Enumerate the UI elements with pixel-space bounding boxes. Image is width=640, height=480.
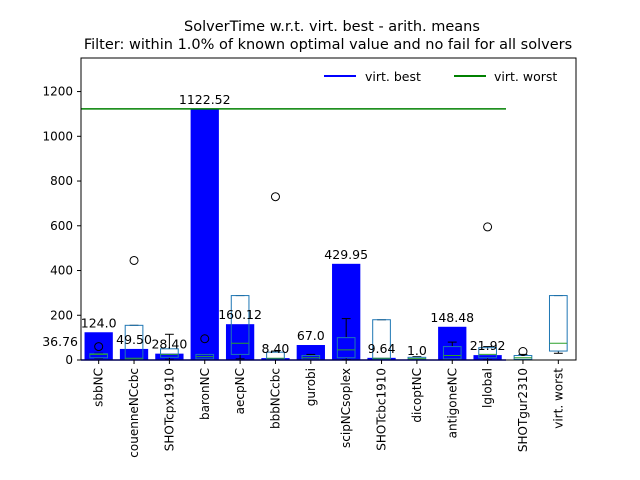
x-tick-label-scipncsoplex: scipNCsoplex — [339, 368, 353, 448]
bar-sbbnc — [84, 332, 113, 360]
plot-frame — [80, 57, 577, 361]
data-label-lglobal: 21.92 — [470, 338, 506, 353]
x-tick-label-shotcpx1910: SHOTcpx1910 — [162, 368, 176, 451]
y-tick-label-200: 200 — [50, 308, 73, 322]
x-tick-label-lglobal: lglobal — [481, 368, 495, 408]
data-label-shotcpx1910: 28.40 — [151, 337, 187, 352]
data-label-baronnc: 1122.52 — [179, 92, 231, 107]
data-label-dicoptnc: 1.0 — [407, 343, 427, 358]
data-label-scipncsoplex: 429.95 — [324, 247, 368, 262]
data-label-aecpnc: 160.12 — [218, 307, 262, 322]
x-tick-label-aecpnc: aecpNC — [233, 368, 247, 414]
y-tick-label-400: 400 — [50, 264, 73, 278]
x-tick-label-shotgur2310: SHOTgur2310 — [516, 368, 530, 452]
data-label-sbbnc: 124.0 — [81, 315, 117, 330]
x-tick-label-sbbnc: sbbNC — [92, 368, 106, 407]
data-label-shotcbc1910: 9.64 — [368, 341, 396, 356]
x-tick-label-dicoptnc: dicoptNC — [410, 368, 424, 423]
chart-subtitle: Filter: within 1.0% of known optimal val… — [84, 37, 572, 53]
bar-couennenccbc — [119, 348, 149, 360]
box-aecpnc-box — [230, 295, 250, 355]
box-scipncsoplex-box — [336, 337, 356, 359]
y-tick-label-1000: 1000 — [42, 129, 73, 143]
bar-scipncsoplex — [332, 263, 361, 360]
y-tick-label-0: 0 — [65, 353, 73, 367]
box-virt-worst-box — [548, 295, 568, 352]
legend-label-virt-worst: virt. worst — [494, 69, 557, 84]
x-tick-label-virt-worst: virt. worst — [551, 368, 565, 429]
box-lglobal-outlier-0 — [483, 222, 493, 232]
data-label-gurobi: 67.0 — [297, 328, 325, 343]
box-sbbnc-box — [89, 353, 109, 359]
plot-area: 124.0 49.50 28.40 1122.52 160.12 8.40 67.0 429.… — [42, 57, 577, 458]
x-tick-label-antigonenc: antigoneNC — [445, 368, 459, 438]
x-tick-label-gurobi: gurobi — [304, 368, 318, 406]
data-label-antigonenc: 148.48 — [430, 310, 474, 325]
x-tick-label-couennenccbc: couenneNCcbc — [127, 368, 141, 458]
box-lglobal-box — [478, 347, 497, 359]
box-couennenccbc-outlier-0 — [129, 255, 139, 265]
bar-gurobi — [296, 345, 325, 360]
y-tick-label-800: 800 — [50, 174, 73, 188]
chart-title: SolverTime w.r.t. virt. best - arith. me… — [184, 19, 480, 35]
legend-label-virt-best: virt. best — [365, 69, 421, 84]
box-bbbnccbc-outlier-0 — [270, 192, 280, 202]
y-tick-label-1200: 1200 — [42, 85, 73, 99]
y-tick-label-600: 600 — [50, 219, 73, 233]
legend: virt. best virt. worst — [324, 69, 557, 84]
x-tick-label-bbbnccbc: bbbNCcbc — [268, 368, 282, 429]
data-label-couennenccbc: 49.50 — [116, 332, 152, 347]
extra-label-0: 36.76 — [42, 334, 78, 349]
x-tick-label-baronnc: baronNC — [198, 368, 212, 420]
x-tick-label-shotcbc1910: SHOTcbc1910 — [375, 368, 389, 451]
data-label-bbbnccbc: 8.40 — [262, 341, 290, 356]
box-shotcpx1910-box — [160, 348, 179, 358]
box-baronnc-outlier-0 — [200, 334, 210, 344]
box-sbbnc-outlier-0 — [94, 342, 104, 352]
box-shotgur2310-outlier-0 — [518, 346, 528, 356]
bar-baronnc — [190, 108, 219, 360]
box-antigonenc-box — [442, 346, 462, 360]
